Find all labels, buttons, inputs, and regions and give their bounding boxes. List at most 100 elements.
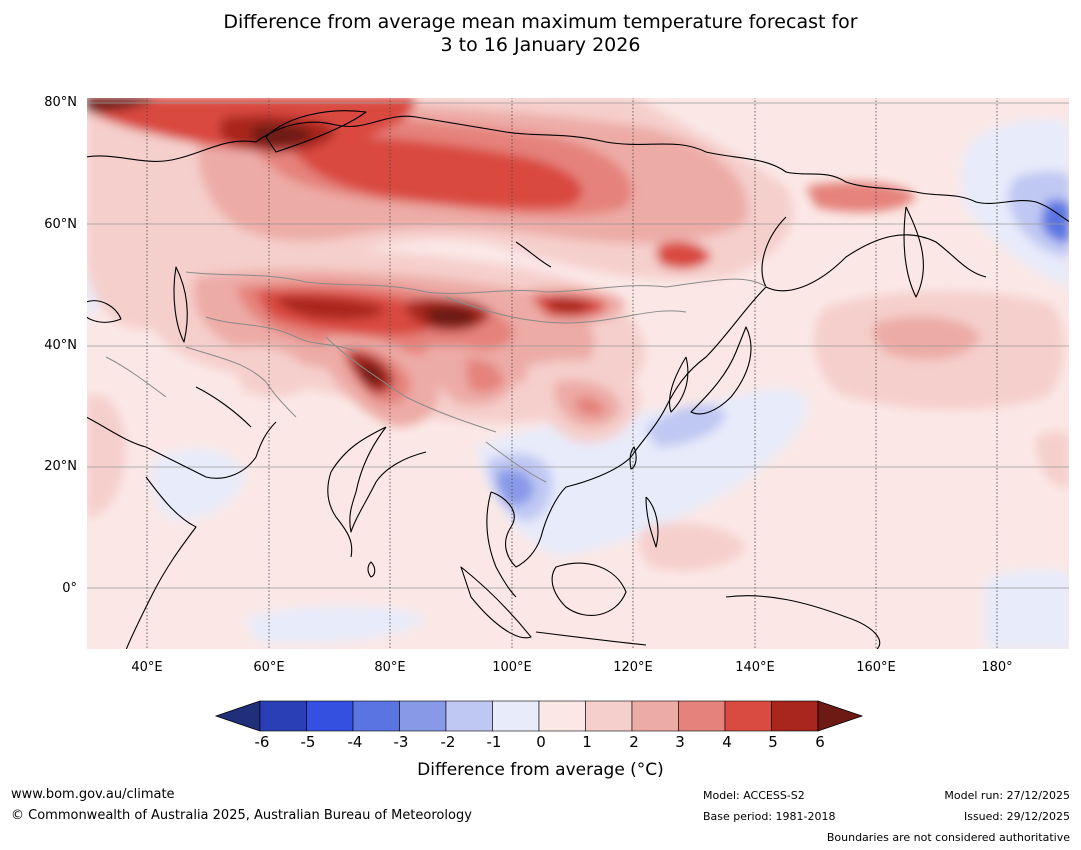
lon-label-40e: 40°E [131,660,163,675]
lon-label-160e: 160°E [856,660,896,675]
coastline-persian-gulf [195,386,252,428]
colorbar-underflow-arrow [214,700,261,732]
model-name: Model: ACCESS-S2 [703,789,805,802]
warm-region-mongolia-core [546,298,591,314]
warm-region-siberia-core [286,135,583,209]
border-russia-south [185,271,767,294]
coastline-sumatra [460,566,532,639]
cool-region-indochina-center [497,469,534,506]
lon-label-60e: 60°E [253,660,285,675]
coastline-korea [668,356,689,413]
coastline-borneo [551,562,627,616]
warm-region-xinjiang-core [424,306,478,327]
warm-region-china-interior-core [466,358,504,393]
warm-region-kamchatka [806,181,916,213]
coastline-lake-baikal [515,241,552,268]
colorbar-cell [306,700,354,732]
colorbar-cell [399,700,447,732]
colorbar-cell [724,700,772,732]
cool-region-east-china-sea [646,404,726,447]
colorbar-cell [538,700,586,732]
coastline-black-sea [86,300,122,323]
colorbar-overflow-arrow [817,700,864,732]
border-china-india [325,336,497,433]
lat-label-60n: 60°N [44,217,77,232]
colorbar-cell [352,700,400,732]
colorbar-tick-minus3: -3 [393,733,409,751]
colorbar-tick-minus1: -1 [486,733,502,751]
warm-region-philippine-sea [639,523,746,571]
colorbar [214,700,864,732]
boundaries-disclaimer: Boundaries are not considered authoritat… [826,831,1070,844]
anomaly-contours [86,97,1070,650]
coastline-java [535,631,647,646]
colorbar-cell [771,700,819,732]
lon-label-80e: 80°E [374,660,406,675]
colorbar-cell [492,700,540,732]
map-title-line1: Difference from average mean maximum tem… [223,11,858,33]
coastline-malay-peninsula [486,491,517,598]
lon-label-120e: 120°E [613,660,653,675]
coastline-kamchatka [903,206,924,298]
coastline-taiwan [629,446,637,470]
website-link[interactable]: www.bom.gov.au/climate [11,787,175,802]
copyright-notice: © Commonwealth of Australia 2025, Austra… [11,808,472,823]
warm-region-north-pacific-core [872,316,981,360]
warm-region-east-pacific [1036,431,1070,488]
coastline-philippines [645,496,659,548]
cool-region-indian-ocean [246,605,426,644]
warm-region-india-west [86,394,126,517]
coastline-east-asia [565,286,767,488]
coastline-indochina [490,486,567,568]
cool-region-north-pacific-center [1041,199,1070,243]
colorbar-tick-3: 3 [675,733,685,751]
lat-label-80n: 80°N [44,95,77,110]
coastline-new-guinea [725,595,881,650]
colorbar-tick-6: 6 [815,733,825,751]
border-southeast-asia [485,441,547,483]
temperature-anomaly-map [86,97,1070,650]
coastline-india-west [327,426,387,558]
border-central-asia [205,316,357,353]
base-period: Base period: 1981-2018 [703,810,836,823]
colorbar-cell [585,700,633,732]
warm-region-kazakhstan-peak [276,296,386,320]
coastline-novaya-zemlya [265,110,367,153]
border-middle-east [105,356,167,398]
colorbar-tick-5: 5 [768,733,778,751]
warm-region-south-china-core [576,396,606,417]
colorbar-tick-4: 4 [722,733,732,751]
coastline-caspian [173,266,188,343]
map-frame [86,97,1070,650]
lon-label-140e: 140°E [735,660,775,675]
lon-label-180: 180° [981,660,1013,675]
colorbar-cells [214,700,864,732]
lon-label-100e: 100°E [492,660,532,675]
warm-region-northeast-china [656,241,711,269]
coastline-arctic-eurasia [86,115,1070,223]
coastline-africa-horn [125,476,197,650]
coastline-okhotsk-sea [761,216,987,292]
coastline-india [349,426,427,533]
colorbar-label: Difference from average (°C) [417,760,664,780]
latitude-grid [86,102,1070,589]
coastline-sri-lanka [367,561,376,578]
warm-region-arabian-sea [233,346,311,398]
colorbar-tick-minus4: -4 [347,733,363,751]
colorbar-cell [678,700,726,732]
longitude-grid [146,97,998,650]
border-iran [185,346,297,418]
colorbar-cell [631,700,679,732]
coastline-japan [690,326,752,415]
colorbar-tick-minus2: -2 [440,733,456,751]
issued-date: Issued: 29/12/2025 [963,810,1070,823]
country-borders [105,271,767,483]
colorbar-cell [259,700,307,732]
colorbar-tick-2: 2 [629,733,639,751]
colorbar-tick-0: 0 [536,733,546,751]
lat-label-20n: 20°N [44,459,77,474]
colorbar-tick-minus5: -5 [300,733,316,751]
warm-region-arctic-northwest [86,97,156,112]
map-title-line2: 3 to 16 January 2026 [440,34,641,56]
cool-region-arabia [151,448,246,520]
